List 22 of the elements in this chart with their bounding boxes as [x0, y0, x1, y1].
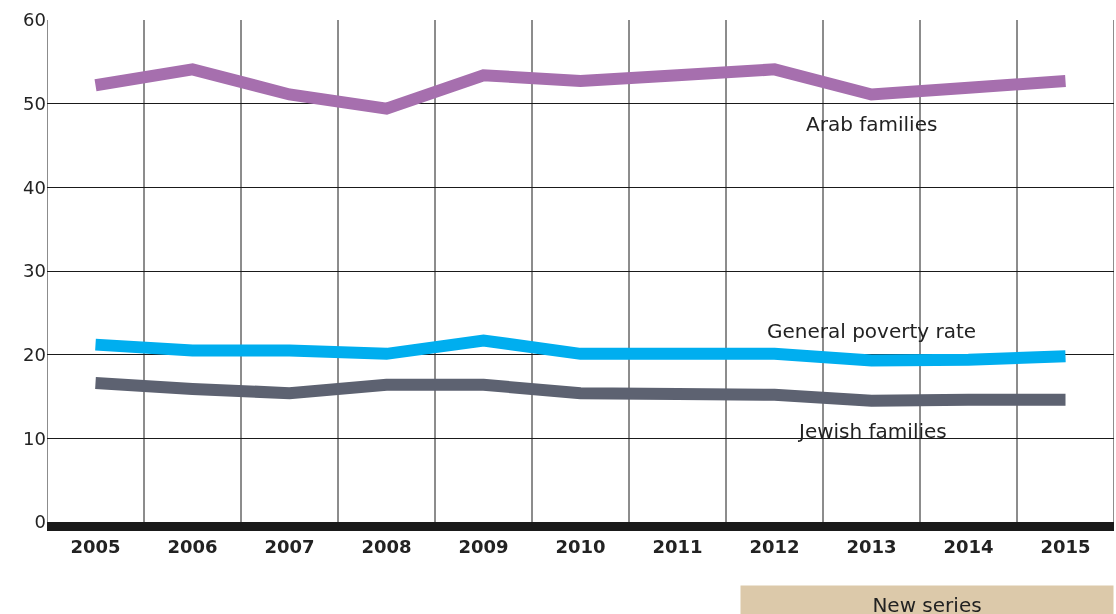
series-label: Jewish families — [797, 419, 947, 443]
x-tick-label: 2008 — [361, 535, 412, 557]
y-tick-label: 40 — [23, 176, 46, 198]
x-tick-label: 2015 — [1040, 535, 1091, 557]
x-tick-label: 2007 — [264, 535, 315, 557]
x-tick-label: 2012 — [749, 535, 800, 557]
x-tick-label: 2009 — [458, 535, 509, 557]
series-label: Arab families — [806, 112, 938, 136]
y-tick-label: 60 — [23, 9, 46, 31]
y-tick-label: 30 — [23, 260, 46, 282]
y-tick-label: 10 — [23, 427, 46, 449]
x-tick-label: 2005 — [70, 535, 121, 557]
y-tick-label: 20 — [23, 343, 46, 365]
x-tick-label: 2006 — [167, 535, 218, 557]
x-tick-label: 2013 — [846, 535, 897, 557]
x-tick-label: 2010 — [555, 535, 606, 557]
x-tick-label: 2011 — [652, 535, 703, 557]
y-tick-label: 50 — [23, 92, 46, 114]
text: New series — [872, 593, 982, 614]
y-tick-label: 0 — [34, 511, 46, 533]
series-label: General poverty rate — [767, 319, 977, 343]
x-tick-label: 2014 — [943, 535, 994, 557]
